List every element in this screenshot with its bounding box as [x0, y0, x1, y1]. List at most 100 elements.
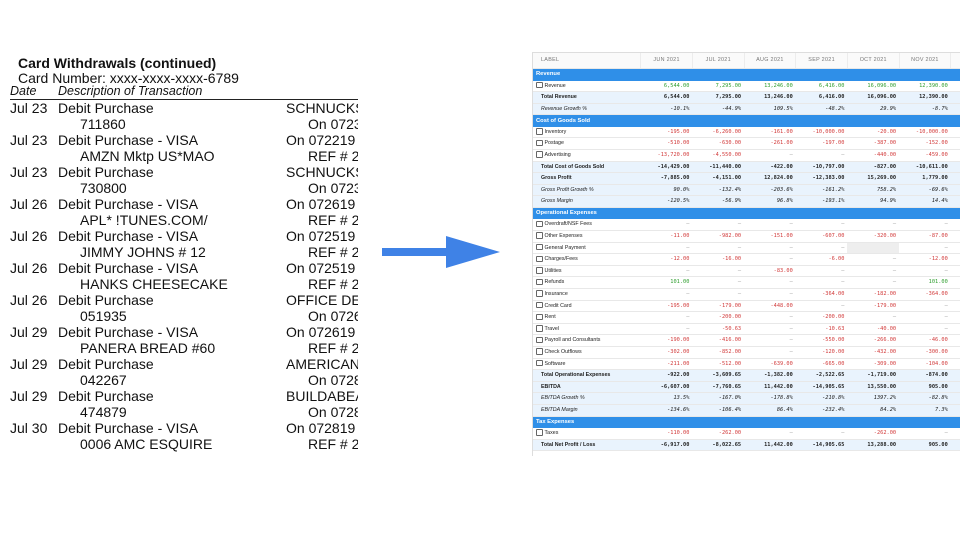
value-cell[interactable]: -161.00	[744, 126, 796, 139]
value-cell[interactable]: -50.63	[692, 323, 745, 336]
value-cell[interactable]: -10.1%	[640, 103, 693, 116]
value-cell[interactable]: -2,522.65	[795, 369, 848, 382]
value-cell[interactable]: -14,905.65	[795, 439, 848, 452]
value-cell[interactable]: –	[795, 300, 848, 313]
value-cell[interactable]: -179.00	[847, 300, 900, 313]
value-cell[interactable]: –	[692, 242, 745, 255]
value-cell[interactable]: –	[640, 323, 693, 336]
value-cell[interactable]: –	[899, 311, 951, 324]
value-cell[interactable]	[950, 288, 960, 301]
row-checkbox[interactable]	[536, 313, 543, 321]
value-cell[interactable]: -182.00	[847, 288, 900, 301]
value-cell[interactable]: -193.1%	[795, 195, 848, 208]
value-cell[interactable]: -110.00	[640, 428, 693, 440]
value-cell[interactable]: -510.00	[640, 137, 693, 150]
value-cell[interactable]: -87.00	[899, 230, 951, 243]
value-cell[interactable]: -161.2%	[795, 184, 848, 197]
value-cell[interactable]: 6,416.00	[795, 80, 848, 93]
value-cell[interactable]: 905.00	[899, 381, 951, 394]
value-cell[interactable]	[950, 392, 960, 405]
row-checkbox[interactable]	[536, 139, 543, 147]
value-cell[interactable]: -200.00	[795, 311, 848, 324]
value-cell[interactable]: 6,544.00	[640, 80, 693, 93]
value-cell[interactable]: –	[744, 253, 796, 266]
value-cell[interactable]: 109.5%	[744, 103, 796, 116]
value-cell[interactable]: –	[847, 311, 900, 324]
value-cell[interactable]: -8,022.65	[692, 439, 745, 452]
month-column-header[interactable]: JUL 2021	[692, 53, 745, 69]
value-cell[interactable]: 16,096.00	[847, 91, 900, 104]
value-cell[interactable]: -195.00	[640, 126, 693, 139]
value-cell[interactable]: 101.00	[899, 276, 951, 289]
value-cell[interactable]: 29.9%	[847, 103, 900, 116]
value-cell[interactable]: 90.0%	[640, 184, 693, 197]
value-cell[interactable]: 12,390.00	[950, 80, 960, 93]
value-cell[interactable]: -10,000.00	[795, 126, 848, 139]
value-cell[interactable]: -364.00	[899, 288, 951, 301]
value-cell[interactable]: -459.00	[899, 149, 951, 162]
value-cell[interactable]: 15,269.00	[847, 172, 900, 185]
value-cell[interactable]: -262.00	[692, 428, 745, 440]
value-cell[interactable]	[950, 149, 960, 162]
value-cell[interactable]: –	[692, 276, 745, 289]
value-cell[interactable]: –	[899, 219, 951, 232]
row-checkbox[interactable]	[536, 359, 543, 367]
value-cell[interactable]: -309.00	[847, 358, 900, 371]
value-cell[interactable]: -14,905.65	[795, 381, 848, 394]
value-cell[interactable]: -387.00	[847, 137, 900, 150]
value-cell[interactable]: 14.4%	[899, 195, 951, 208]
value-cell[interactable]	[950, 265, 960, 278]
value-cell[interactable]	[950, 381, 960, 394]
value-cell[interactable]: -12.00	[640, 253, 693, 266]
value-cell[interactable]: -82.8%	[899, 392, 951, 405]
value-cell[interactable]: -14,429.00	[640, 161, 693, 174]
month-column-header[interactable]: JUN 2021	[640, 53, 693, 69]
row-checkbox[interactable]	[536, 267, 543, 274]
value-cell[interactable]: -607.00	[795, 230, 848, 243]
month-column-header[interactable]: NOV 2021	[899, 53, 952, 69]
value-cell[interactable]: -195.00	[640, 300, 693, 313]
value-cell[interactable]: -211.00	[640, 358, 693, 371]
value-cell[interactable]: -12,383.00	[795, 172, 848, 185]
value-cell[interactable]	[950, 172, 960, 185]
value-cell[interactable]: 905.00	[899, 439, 951, 452]
row-checkbox[interactable]	[536, 429, 543, 436]
row-checkbox[interactable]	[536, 128, 543, 135]
value-cell[interactable]: –	[744, 334, 796, 347]
value-cell[interactable]: -10.63	[795, 323, 848, 336]
value-cell[interactable]	[950, 439, 960, 452]
value-cell[interactable]: -48.2%	[795, 103, 848, 116]
value-cell[interactable]: -639.00	[744, 358, 796, 371]
value-cell[interactable]: –	[899, 428, 951, 440]
value-cell[interactable]	[950, 103, 960, 116]
value-cell[interactable]: -7,885.00	[640, 172, 693, 185]
value-cell[interactable]: -4,151.00	[692, 172, 745, 185]
value-cell[interactable]: -6,260.00	[692, 126, 745, 139]
value-cell[interactable]: -1,382.00	[744, 369, 796, 382]
value-cell[interactable]: -320.00	[847, 230, 900, 243]
value-cell[interactable]: 13,246.00	[744, 80, 796, 93]
value-cell[interactable]	[950, 161, 960, 174]
row-checkbox[interactable]	[536, 301, 543, 309]
row-checkbox[interactable]	[536, 290, 543, 297]
label-column-header[interactable]: LABEL	[533, 53, 642, 69]
value-cell[interactable]	[950, 369, 960, 382]
value-cell[interactable]: –	[744, 149, 796, 162]
value-cell[interactable]: -422.00	[744, 161, 796, 174]
value-cell[interactable]: –	[847, 276, 900, 289]
value-cell[interactable]: –	[847, 219, 900, 232]
value-cell[interactable]: -56.9%	[692, 195, 745, 208]
value-cell[interactable]: 12,390.00	[899, 91, 951, 104]
value-cell[interactable]: -982.00	[692, 230, 745, 243]
value-cell[interactable]: –	[744, 276, 796, 289]
value-cell[interactable]	[950, 311, 960, 324]
value-cell[interactable]: -448.00	[744, 300, 796, 313]
value-cell[interactable]: -6.00	[795, 253, 848, 266]
row-checkbox[interactable]	[536, 278, 543, 286]
value-cell[interactable]: –	[640, 242, 693, 255]
value-cell[interactable]: -104.00	[899, 358, 951, 371]
value-cell[interactable]: 12,824.00	[744, 172, 796, 185]
value-cell[interactable]: –	[795, 242, 848, 255]
value-cell[interactable]	[950, 428, 960, 440]
value-cell[interactable]	[950, 253, 960, 266]
